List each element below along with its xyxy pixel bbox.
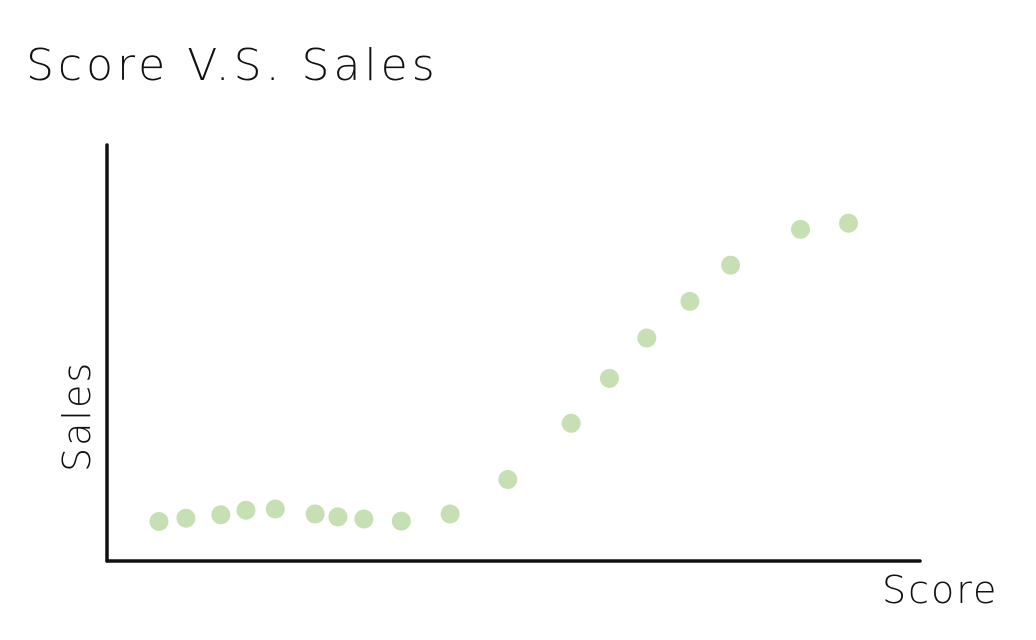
scatter-point <box>176 508 196 528</box>
scatter-point <box>637 328 657 348</box>
y-axis-label: Sales <box>55 361 99 472</box>
scatter-point <box>149 512 169 531</box>
scatter-point <box>305 504 325 524</box>
scatter-point <box>791 219 810 239</box>
scatter-point <box>599 368 619 388</box>
scatter-point <box>680 291 700 311</box>
chart-title: Score V.S. Sales <box>26 40 439 91</box>
scatter-point <box>498 470 518 489</box>
scatter-point <box>328 507 348 527</box>
scatter-point <box>354 509 374 529</box>
scatter-point <box>211 505 231 525</box>
scatter-point <box>839 213 858 233</box>
x-axis-label: Score <box>882 568 998 612</box>
scatter-point <box>265 499 285 519</box>
scatter-points <box>149 213 858 531</box>
scatter-point <box>236 500 256 520</box>
scatter-point <box>440 504 460 524</box>
scatter-point <box>561 413 581 433</box>
scatter-point <box>391 511 411 531</box>
scatter-point <box>721 255 741 275</box>
